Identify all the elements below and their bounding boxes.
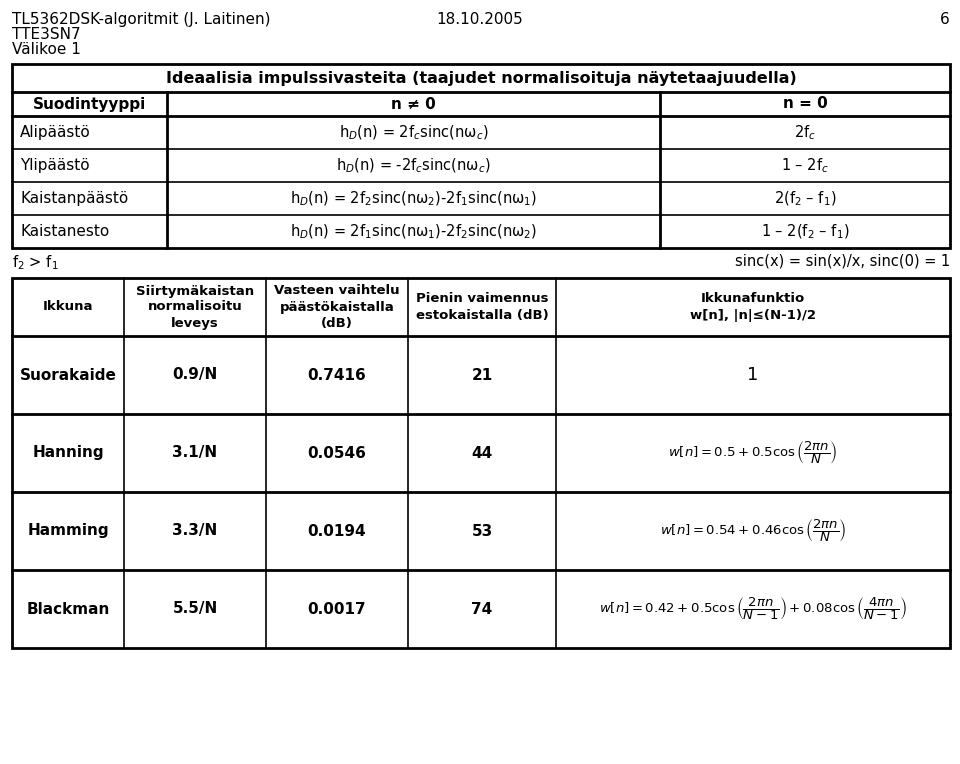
Text: h$_D$(n) = 2f$_1$sinc(nω$_1$)-2f$_2$sinc(nω$_2$): h$_D$(n) = 2f$_1$sinc(nω$_1$)-2f$_2$sinc… xyxy=(290,222,537,241)
Text: 21: 21 xyxy=(471,367,492,383)
Text: 6: 6 xyxy=(940,12,950,27)
Text: Ideaalisia impulssivasteita (taajudet normalisoituja näytetaajuudella): Ideaalisia impulssivasteita (taajudet no… xyxy=(166,70,797,86)
Bar xyxy=(12,64,950,248)
Text: Kaistanesto: Kaistanesto xyxy=(20,224,109,239)
Text: h$_D$(n) = -2f$_c$sinc(nω$_c$): h$_D$(n) = -2f$_c$sinc(nω$_c$) xyxy=(336,157,491,175)
Text: 3.3/N: 3.3/N xyxy=(173,523,218,539)
Text: Hamming: Hamming xyxy=(27,523,108,539)
Text: 74: 74 xyxy=(471,601,492,617)
Text: f$_2$ > f$_1$: f$_2$ > f$_1$ xyxy=(12,253,59,272)
Text: 1 – 2(f$_2$ – f$_1$): 1 – 2(f$_2$ – f$_1$) xyxy=(760,222,850,241)
Text: 44: 44 xyxy=(471,445,492,461)
Text: Ikkunafunktio
w[n], |n|≤(N-1)/2: Ikkunafunktio w[n], |n|≤(N-1)/2 xyxy=(690,293,816,322)
Text: Siirtymäkaistan
normalisoitu
leveys: Siirtymäkaistan normalisoitu leveys xyxy=(136,284,254,329)
Text: 18.10.2005: 18.10.2005 xyxy=(437,12,523,27)
Text: Suodintyyppi: Suodintyyppi xyxy=(33,96,146,112)
Text: Kaistanpäästö: Kaistanpäästö xyxy=(20,191,129,206)
Text: 0.0546: 0.0546 xyxy=(307,445,367,461)
Text: 3.1/N: 3.1/N xyxy=(173,445,218,461)
Text: $w[n]=0.5+0.5\cos\left(\dfrac{2\pi n}{N}\right)$: $w[n]=0.5+0.5\cos\left(\dfrac{2\pi n}{N}… xyxy=(668,439,838,467)
Text: Pienin vaimennus
estokaistalla (dB): Pienin vaimennus estokaistalla (dB) xyxy=(416,293,548,322)
Text: 5.5/N: 5.5/N xyxy=(173,601,218,617)
Text: 0.7416: 0.7416 xyxy=(307,367,367,383)
Text: Hanning: Hanning xyxy=(33,445,104,461)
Text: 2(f$_2$ – f$_1$): 2(f$_2$ – f$_1$) xyxy=(774,189,836,208)
Text: Ylipäästö: Ylipäästö xyxy=(20,158,89,173)
Text: TL5362DSK-algoritmit (J. Laitinen): TL5362DSK-algoritmit (J. Laitinen) xyxy=(12,12,271,27)
Text: n ≠ 0: n ≠ 0 xyxy=(391,96,436,112)
Text: h$_D$(n) = 2f$_c$sinc(nω$_c$): h$_D$(n) = 2f$_c$sinc(nω$_c$) xyxy=(339,123,489,141)
Bar xyxy=(12,278,950,648)
Text: Ikkuna: Ikkuna xyxy=(43,300,93,313)
Text: 2f$_c$: 2f$_c$ xyxy=(794,123,816,142)
Text: 53: 53 xyxy=(471,523,492,539)
Text: 1 – 2f$_c$: 1 – 2f$_c$ xyxy=(781,156,829,175)
Text: $w[n]=0.42+0.5\cos\left(\dfrac{2\pi n}{N-1}\right)+0.08\cos\left(\dfrac{4\pi n}{: $w[n]=0.42+0.5\cos\left(\dfrac{2\pi n}{N… xyxy=(599,595,907,623)
Text: TTE3SN7: TTE3SN7 xyxy=(12,27,81,42)
Text: 0.9/N: 0.9/N xyxy=(173,367,218,383)
Text: Blackman: Blackman xyxy=(26,601,109,617)
Text: 0.0017: 0.0017 xyxy=(308,601,367,617)
Text: 1: 1 xyxy=(747,366,758,384)
Text: $w[n]=0.54+0.46\cos\left(\dfrac{2\pi n}{N}\right)$: $w[n]=0.54+0.46\cos\left(\dfrac{2\pi n}{… xyxy=(660,517,846,545)
Text: h$_D$(n) = 2f$_2$sinc(nω$_2$)-2f$_1$sinc(nω$_1$): h$_D$(n) = 2f$_2$sinc(nω$_2$)-2f$_1$sinc… xyxy=(290,189,537,208)
Text: Vasteen vaihtelu
päästökaistalla
(dB): Vasteen vaihtelu päästökaistalla (dB) xyxy=(275,284,399,329)
Text: sinc(x) = sin(x)/x, sinc(0) = 1: sinc(x) = sin(x)/x, sinc(0) = 1 xyxy=(734,253,950,268)
Text: Suorakaide: Suorakaide xyxy=(19,367,116,383)
Text: Välikoe 1: Välikoe 1 xyxy=(12,42,81,57)
Text: Alipäästö: Alipäästö xyxy=(20,125,91,140)
Text: n = 0: n = 0 xyxy=(782,96,828,112)
Text: 0.0194: 0.0194 xyxy=(308,523,367,539)
